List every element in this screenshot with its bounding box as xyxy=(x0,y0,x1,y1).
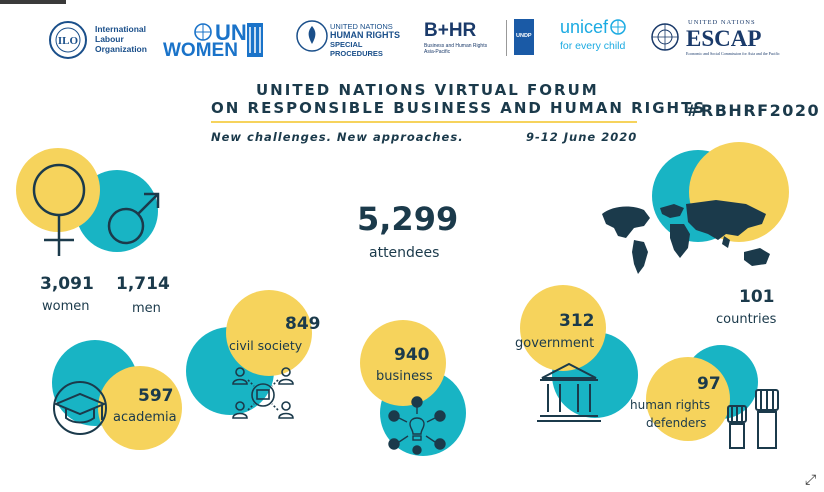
ilo-name: International Labour Organization xyxy=(95,24,147,54)
raised-fists-icon xyxy=(727,389,779,449)
hr-defenders-label-line2: defenders xyxy=(646,416,707,430)
un-globe-icon xyxy=(194,23,212,41)
female-symbol-icon xyxy=(32,163,86,256)
partner-logos: ILO International Labour Organization UN… xyxy=(0,0,824,62)
hr-defenders-count: 97 xyxy=(697,374,721,394)
hr-defenders-label-line1: human rights xyxy=(630,398,711,412)
ohchr-flame-icon xyxy=(296,20,328,52)
escap-logo: UNITED NATIONS ESCAP Economic and Social… xyxy=(650,18,780,58)
forum-dates: 9-12 June 2020 xyxy=(526,130,638,144)
civil-society-label: civil society xyxy=(229,338,303,353)
unwomen-logo: UN WOMEN xyxy=(163,18,273,61)
government-building-icon xyxy=(537,362,601,422)
ilo-emblem-icon: ILO xyxy=(49,21,87,59)
attendees-count: 5,299 xyxy=(357,200,459,238)
civil-society-count: 849 xyxy=(285,314,321,334)
hr-defenders-yellow-circle xyxy=(646,357,730,441)
business-yellow-circle xyxy=(360,320,446,406)
business-ideas-icon xyxy=(388,396,446,455)
men-label: men xyxy=(132,301,161,316)
women-label: women xyxy=(42,299,90,314)
title-underline xyxy=(211,121,637,123)
academia-label: academia xyxy=(113,410,177,425)
svg-text:ILO: ILO xyxy=(58,35,79,47)
network-people-icon xyxy=(232,367,294,419)
women-count: 3,091 xyxy=(40,274,94,294)
academia-count: 597 xyxy=(138,386,174,406)
forum-title-line1: UNITED NATIONS VIRTUAL FORUM xyxy=(256,81,599,99)
countries-label: countries xyxy=(716,312,777,327)
government-count: 312 xyxy=(559,311,595,331)
business-label: business xyxy=(376,369,433,384)
government-yellow-circle xyxy=(520,285,606,371)
attendees-label: attendees xyxy=(369,245,440,261)
hashtag: #RBHRF2020 xyxy=(686,101,821,120)
unwomen-mark-icon xyxy=(247,23,263,57)
top-edge-bar xyxy=(0,0,66,4)
expand-icon[interactable]: ⤢ xyxy=(805,472,817,488)
logo-divider xyxy=(506,20,507,56)
un-emblem-icon xyxy=(651,23,679,51)
world-map-icon xyxy=(602,200,770,274)
unicef-globe-icon xyxy=(610,19,626,35)
bhr-logo: B+HR Business and Human Rights Asia-Paci… xyxy=(424,20,488,55)
forum-title-line2: ON RESPONSIBLE BUSINESS AND HUMAN RIGHTS xyxy=(211,99,707,117)
ohchr-logo: UNITED NATIONS HUMAN RIGHTS SPECIAL PROC… xyxy=(296,16,406,58)
male-symbol-icon xyxy=(107,192,160,245)
forum-tagline: New challenges. New approaches. xyxy=(211,130,464,144)
countries-count: 101 xyxy=(739,287,775,307)
academia-yellow-circle xyxy=(98,366,182,450)
graduation-cap-icon xyxy=(53,381,107,435)
government-label: government xyxy=(515,336,595,351)
civil-society-yellow-circle xyxy=(226,290,312,376)
unicef-logo: unicef for every child xyxy=(560,17,626,52)
ilo-logo: ILO xyxy=(48,20,88,60)
business-count: 940 xyxy=(394,345,430,365)
men-count: 1,714 xyxy=(116,274,170,294)
undp-logo: UNDP xyxy=(514,19,534,55)
